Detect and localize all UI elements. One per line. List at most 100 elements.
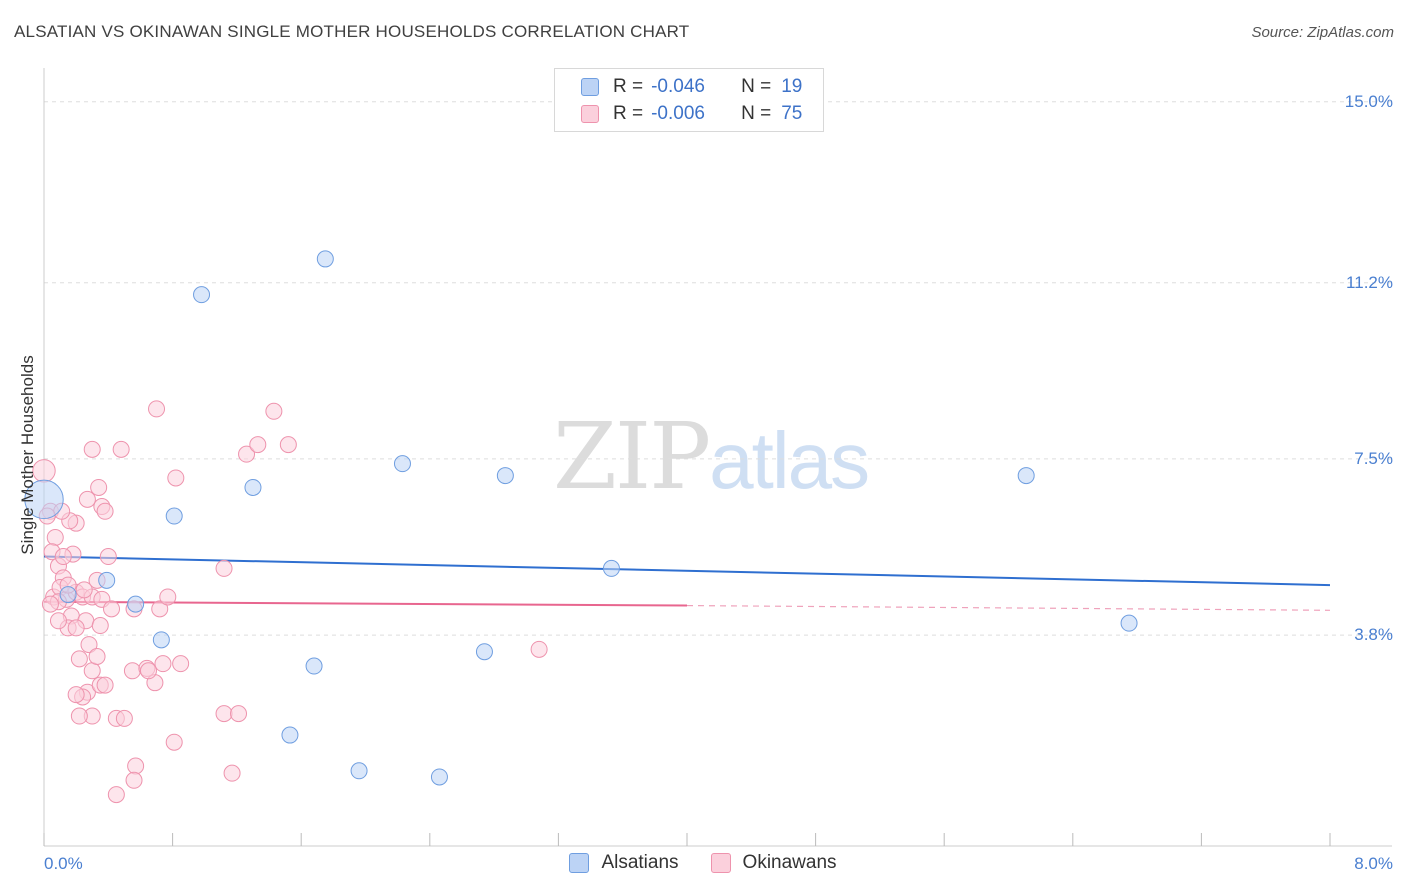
- okinawans-point-14: [80, 636, 98, 654]
- okinawans-point-35: [159, 588, 177, 606]
- okinawans-point-59: [223, 764, 241, 782]
- okinawans-point-40: [90, 478, 108, 496]
- okinawans-point-29: [123, 662, 141, 680]
- alsatians-label: Alsatians: [601, 852, 679, 873]
- x-tick-label-1: 8.0%: [1354, 854, 1393, 873]
- okinawans-point-37: [167, 469, 185, 487]
- okinawans-point-18: [91, 617, 109, 635]
- alsatians-point-2: [316, 250, 334, 268]
- okinawans-point-49: [103, 600, 121, 618]
- alsatians-point-10: [127, 595, 145, 613]
- y-tick-label-1: 7.5%: [1354, 448, 1393, 468]
- data-points: [24, 250, 1138, 804]
- alsatians-point-14: [1120, 614, 1138, 632]
- okinawans-point-67: [530, 640, 548, 658]
- series-legend: Alsatians Okinawans: [0, 852, 1406, 874]
- correlation-legend: R = -0.046 N = 19 R = -0.006 N = 75: [554, 68, 824, 132]
- trend-lines: [43, 555, 1331, 611]
- okinawans-point-43: [96, 502, 114, 520]
- legend-item-okinawans[interactable]: Okinawans: [710, 852, 837, 874]
- alsatians-point-13: [475, 643, 493, 661]
- okinawans-point-66: [279, 436, 297, 454]
- okinawans-point-39: [83, 440, 101, 458]
- alsatians-point-0: [24, 479, 64, 520]
- okinawans-point-38: [112, 440, 130, 458]
- okinawans-point-71: [75, 581, 93, 599]
- trend-line-dashed-okinawans: [686, 604, 1331, 611]
- okinawans-point-65: [265, 402, 283, 420]
- okinawans-point-55: [127, 757, 145, 775]
- alsatians-point-7: [1017, 467, 1035, 485]
- okinawans-point-61: [230, 705, 248, 723]
- y-tick-label-2: 11.2%: [1346, 272, 1393, 292]
- okinawans-point-62: [215, 559, 233, 577]
- alsatians-n-value: 19: [781, 76, 803, 97]
- y-tick-label-3: 15.0%: [1344, 91, 1393, 111]
- n-label: N =: [741, 76, 772, 97]
- okinawans-point-33: [172, 655, 190, 673]
- alsatians-point-12: [305, 657, 323, 675]
- okinawans-point-57: [107, 786, 125, 804]
- watermark-zip: ZIP: [553, 403, 711, 510]
- okinawans-point-74: [49, 612, 67, 630]
- alsatians-swatch: [569, 853, 590, 873]
- alsatians-point-8: [602, 559, 620, 577]
- alsatians-point-17: [430, 768, 448, 786]
- okinawans-point-54: [67, 619, 85, 637]
- x-tick-label-0: 0.0%: [44, 854, 83, 873]
- y-tick-label-0: 3.8%: [1354, 625, 1393, 645]
- okinawans-point-22: [67, 686, 85, 704]
- watermark-atlas: atlas: [709, 416, 870, 505]
- okinawans-swatch: [581, 105, 599, 123]
- gridlines: [44, 101, 1392, 636]
- okinawans-label: Okinawans: [742, 852, 837, 873]
- okinawans-point-36: [148, 400, 166, 418]
- alsatians-point-15: [281, 726, 299, 744]
- okinawans-point-63: [238, 445, 256, 463]
- alsatians-point-18: [59, 586, 77, 604]
- okinawans-point-2: [46, 528, 64, 546]
- okinawans-point-56: [125, 771, 143, 789]
- alsatians-point-16: [350, 762, 368, 780]
- okinawans-point-26: [96, 676, 114, 694]
- okinawans-point-46: [99, 548, 117, 566]
- okinawans-point-41: [78, 490, 96, 508]
- okinawans-n-value: 75: [781, 103, 803, 124]
- axes: [43, 68, 1392, 847]
- okinawans-point-53: [41, 595, 59, 613]
- okinawans-point-60: [215, 705, 233, 723]
- r-label: R =: [613, 103, 644, 124]
- okinawans-point-64: [249, 436, 267, 454]
- alsatians-point-6: [496, 467, 514, 485]
- legend-row-alsatians: R = -0.046 N = 19: [555, 75, 802, 99]
- okinawans-point-24: [70, 707, 88, 725]
- alsatians-point-4: [244, 478, 262, 496]
- okinawans-point-15: [70, 650, 88, 668]
- trend-line-alsatians: [43, 555, 1331, 587]
- okinawans-point-69: [139, 662, 157, 680]
- okinawans-swatch: [710, 853, 731, 873]
- alsatians-point-5: [393, 455, 411, 473]
- chart-title: ALSATIAN VS OKINAWAN SINGLE MOTHER HOUSE…: [14, 22, 690, 41]
- okinawans-point-17: [88, 647, 106, 665]
- alsatians-r-value: -0.046: [651, 76, 705, 97]
- alsatians-point-1: [193, 286, 211, 304]
- source-label: Source: ZipAtlas.com: [1251, 24, 1394, 41]
- watermark: ZIPatlas: [553, 403, 870, 510]
- n-label: N =: [741, 103, 772, 124]
- okinawans-point-58: [165, 733, 183, 751]
- okinawans-point-16: [83, 662, 101, 680]
- trend-line-okinawans: [43, 600, 688, 607]
- alsatians-swatch: [581, 78, 599, 96]
- y-axis-label: Single Mother Households: [18, 355, 37, 555]
- legend-item-alsatians[interactable]: Alsatians: [569, 852, 679, 874]
- alsatians-point-3: [165, 507, 183, 525]
- alsatians-point-9: [98, 571, 116, 589]
- okinawans-r-value: -0.006: [651, 103, 705, 124]
- okinawans-point-28: [115, 709, 133, 727]
- legend-row-okinawans: R = -0.006 N = 75: [555, 102, 802, 126]
- okinawans-point-34: [151, 600, 169, 618]
- okinawans-point-51: [54, 548, 72, 566]
- alsatians-point-11: [152, 631, 170, 649]
